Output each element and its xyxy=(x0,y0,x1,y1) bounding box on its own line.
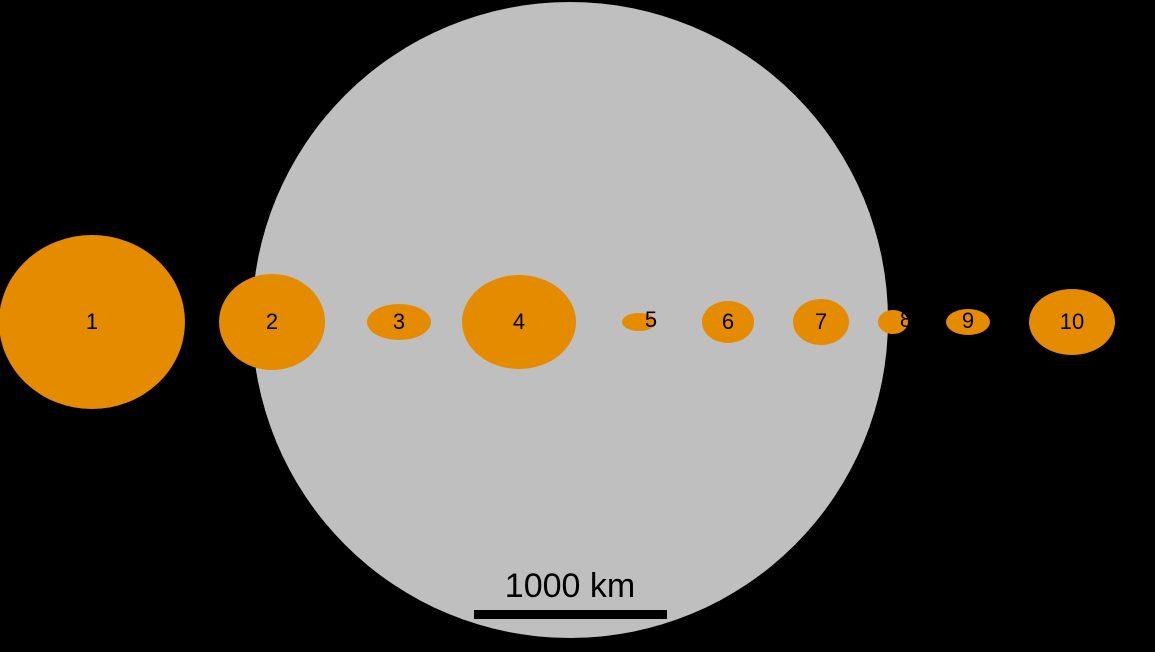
diagram-stage: 1 2 3 4 5 6 7 8 9 10 1000 km xyxy=(0,0,1155,652)
body-1-label: 1 xyxy=(86,311,98,333)
body-7-label: 7 xyxy=(815,311,827,333)
body-3: 3 xyxy=(367,304,431,340)
body-4-label: 4 xyxy=(513,311,525,333)
body-9: 9 xyxy=(946,309,990,335)
body-1: 1 xyxy=(0,235,185,409)
body-4: 4 xyxy=(462,275,576,369)
scale-bar xyxy=(474,610,667,619)
body-7: 7 xyxy=(793,299,849,345)
body-10: 10 xyxy=(1029,289,1115,355)
body-10-label: 10 xyxy=(1060,311,1084,333)
body-8-label: 8 xyxy=(900,309,912,331)
body-5-label: 5 xyxy=(645,309,657,331)
body-3-label: 3 xyxy=(393,311,405,333)
body-8: 8 xyxy=(878,310,908,334)
body-2-label: 2 xyxy=(266,311,278,333)
body-5: 5 xyxy=(622,313,656,331)
body-6-label: 6 xyxy=(722,311,734,333)
body-2: 2 xyxy=(219,274,325,370)
scale-label: 1000 km xyxy=(420,567,720,606)
body-6: 6 xyxy=(702,301,754,343)
body-9-label: 9 xyxy=(962,310,974,332)
